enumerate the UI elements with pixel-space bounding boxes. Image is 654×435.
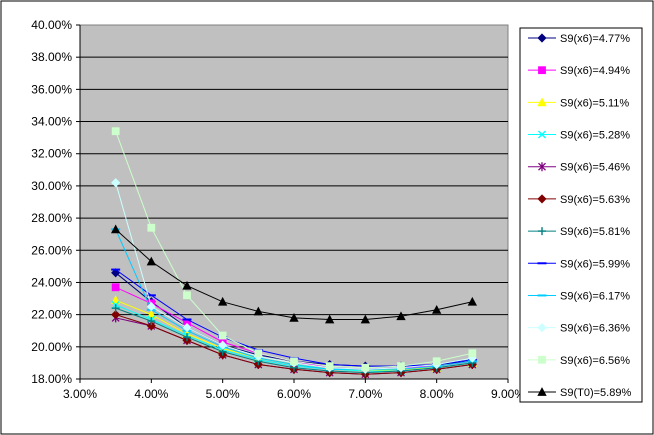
legend-label: S9(T0)=5.89% bbox=[560, 387, 631, 399]
legend-label: S9(x6)=5.46% bbox=[560, 162, 630, 174]
legend-entry: S9(x6)=4.77% bbox=[528, 33, 630, 45]
series-2-point bbox=[111, 283, 120, 292]
legend-entry: S9(x6)=5.28% bbox=[528, 130, 630, 142]
series-11-point bbox=[468, 349, 477, 358]
series-11 bbox=[111, 127, 477, 372]
y-tick-label: 26.00% bbox=[31, 243, 72, 257]
series-12-point bbox=[253, 306, 264, 316]
series-11-point bbox=[183, 291, 191, 300]
series-11-point bbox=[218, 331, 227, 340]
series-11-point bbox=[325, 362, 334, 371]
x-tick-label: 6.00% bbox=[277, 387, 311, 401]
x-axis: 3.00% 4.00% 5.00% 6.00% 7.00% 8.00% 9.00% bbox=[63, 378, 525, 401]
legend-label: S9(x6)=6.17% bbox=[560, 290, 630, 302]
y-tick-label: 36.00% bbox=[31, 82, 72, 96]
series-11-point bbox=[147, 223, 156, 232]
series-10-point bbox=[182, 322, 192, 333]
y-tick-label: 34.00% bbox=[31, 115, 72, 129]
series-6-point bbox=[111, 310, 121, 320]
series-11-point bbox=[361, 363, 370, 372]
y-tick-label: 24.00% bbox=[31, 275, 72, 289]
series-7 bbox=[111, 304, 477, 377]
legend-entry: S9(x6)=5.81% bbox=[528, 226, 630, 238]
x-tick-label: 3.00% bbox=[63, 387, 97, 401]
plot-area bbox=[79, 24, 509, 380]
series-7-point bbox=[111, 304, 120, 313]
series-12-point bbox=[431, 304, 442, 314]
legend-entry: S9(x6)=5.11% bbox=[528, 97, 629, 109]
legend-marker bbox=[538, 66, 546, 75]
y-tick-label: 18.00% bbox=[31, 372, 72, 386]
series-layer bbox=[110, 127, 478, 379]
legend-label: S9(x6)=6.56% bbox=[560, 355, 630, 367]
x-tick-label: 9.00% bbox=[491, 387, 525, 401]
series-12-point bbox=[396, 311, 406, 321]
series-12-point bbox=[110, 224, 121, 234]
legend-marker bbox=[537, 97, 547, 107]
series-7-point bbox=[147, 317, 156, 326]
legend-items: S9(x6)=4.77% S9(x6)=4.94% S9(x6)=5.11% S9(x… bbox=[528, 33, 631, 399]
y-tick-label: 40.00% bbox=[31, 18, 72, 32]
legend-marker bbox=[538, 162, 546, 172]
series-6-point bbox=[146, 321, 156, 331]
series-12 bbox=[110, 224, 478, 324]
series-12-point bbox=[289, 313, 299, 322]
legend-label: S9(x6)=4.94% bbox=[560, 65, 630, 77]
legend-marker bbox=[538, 227, 546, 236]
y-tick-label: 32.00% bbox=[31, 147, 72, 161]
legend-label: S9(x6)=5.63% bbox=[560, 194, 630, 206]
legend-marker bbox=[538, 130, 546, 139]
legend-entry: S9(x6)=5.46% bbox=[528, 162, 630, 174]
legend-entry: S9(x6)=5.99% bbox=[528, 258, 630, 270]
legend-marker bbox=[537, 194, 547, 204]
series-12-point bbox=[467, 296, 478, 306]
legend bbox=[519, 27, 643, 403]
legend-entry: S9(x6)=6.17% bbox=[528, 290, 630, 302]
series-12-point bbox=[218, 296, 228, 306]
x-tick-label: 7.00% bbox=[348, 387, 382, 401]
x-tick-label: 4.00% bbox=[134, 387, 168, 401]
series-7-point bbox=[183, 333, 191, 342]
series-3-point bbox=[110, 295, 121, 305]
legend-entry: S9(x6)=4.94% bbox=[528, 65, 630, 77]
series-12-point bbox=[324, 314, 335, 324]
y-tick-label: 28.00% bbox=[31, 211, 72, 225]
legend-label: S9(x6)=4.77% bbox=[560, 33, 630, 45]
legend-label: S9(x6)=5.11% bbox=[560, 97, 629, 109]
x-tick-label: 8.00% bbox=[420, 387, 454, 401]
legend-marker bbox=[538, 355, 546, 364]
series-11-point bbox=[397, 362, 405, 371]
legend-label: S9(x6)=6.36% bbox=[560, 323, 630, 335]
series-11-point bbox=[290, 357, 298, 366]
y-tick-label: 38.00% bbox=[31, 50, 72, 64]
y-tick-label: 22.00% bbox=[31, 308, 72, 322]
series-10-point bbox=[111, 178, 121, 188]
legend-entry: S9(x6)=5.63% bbox=[528, 194, 630, 206]
legend-entry: S9(x6)=6.36% bbox=[528, 323, 630, 335]
legend-marker bbox=[537, 33, 547, 43]
legend-label: S9(x6)=5.99% bbox=[560, 258, 630, 270]
series-12-point bbox=[146, 256, 156, 266]
x-tick-label: 5.00% bbox=[206, 387, 240, 401]
legend-label: S9(x6)=5.81% bbox=[560, 226, 630, 238]
series-10-point bbox=[218, 340, 228, 350]
legend-entry: S9(T0)=5.89% bbox=[528, 387, 631, 399]
series-12-point bbox=[360, 314, 371, 324]
legend-marker bbox=[537, 323, 547, 333]
legend-label: S9(x6)=5.28% bbox=[560, 130, 630, 142]
series-10-point bbox=[146, 302, 156, 312]
legend-entry: S9(x6)=6.56% bbox=[528, 355, 630, 367]
series-11-point bbox=[254, 349, 263, 358]
y-tick-label: 30.00% bbox=[31, 179, 72, 193]
series-12-point bbox=[182, 280, 192, 290]
legend-marker bbox=[537, 387, 547, 396]
series-11-point bbox=[111, 127, 120, 136]
series-11-point bbox=[432, 357, 441, 366]
y-axis: 18.00% 20.00% 22.00% 24.00% 26.00% 28.00% 30.0… bbox=[31, 18, 81, 386]
y-tick-label: 20.00% bbox=[31, 340, 72, 354]
